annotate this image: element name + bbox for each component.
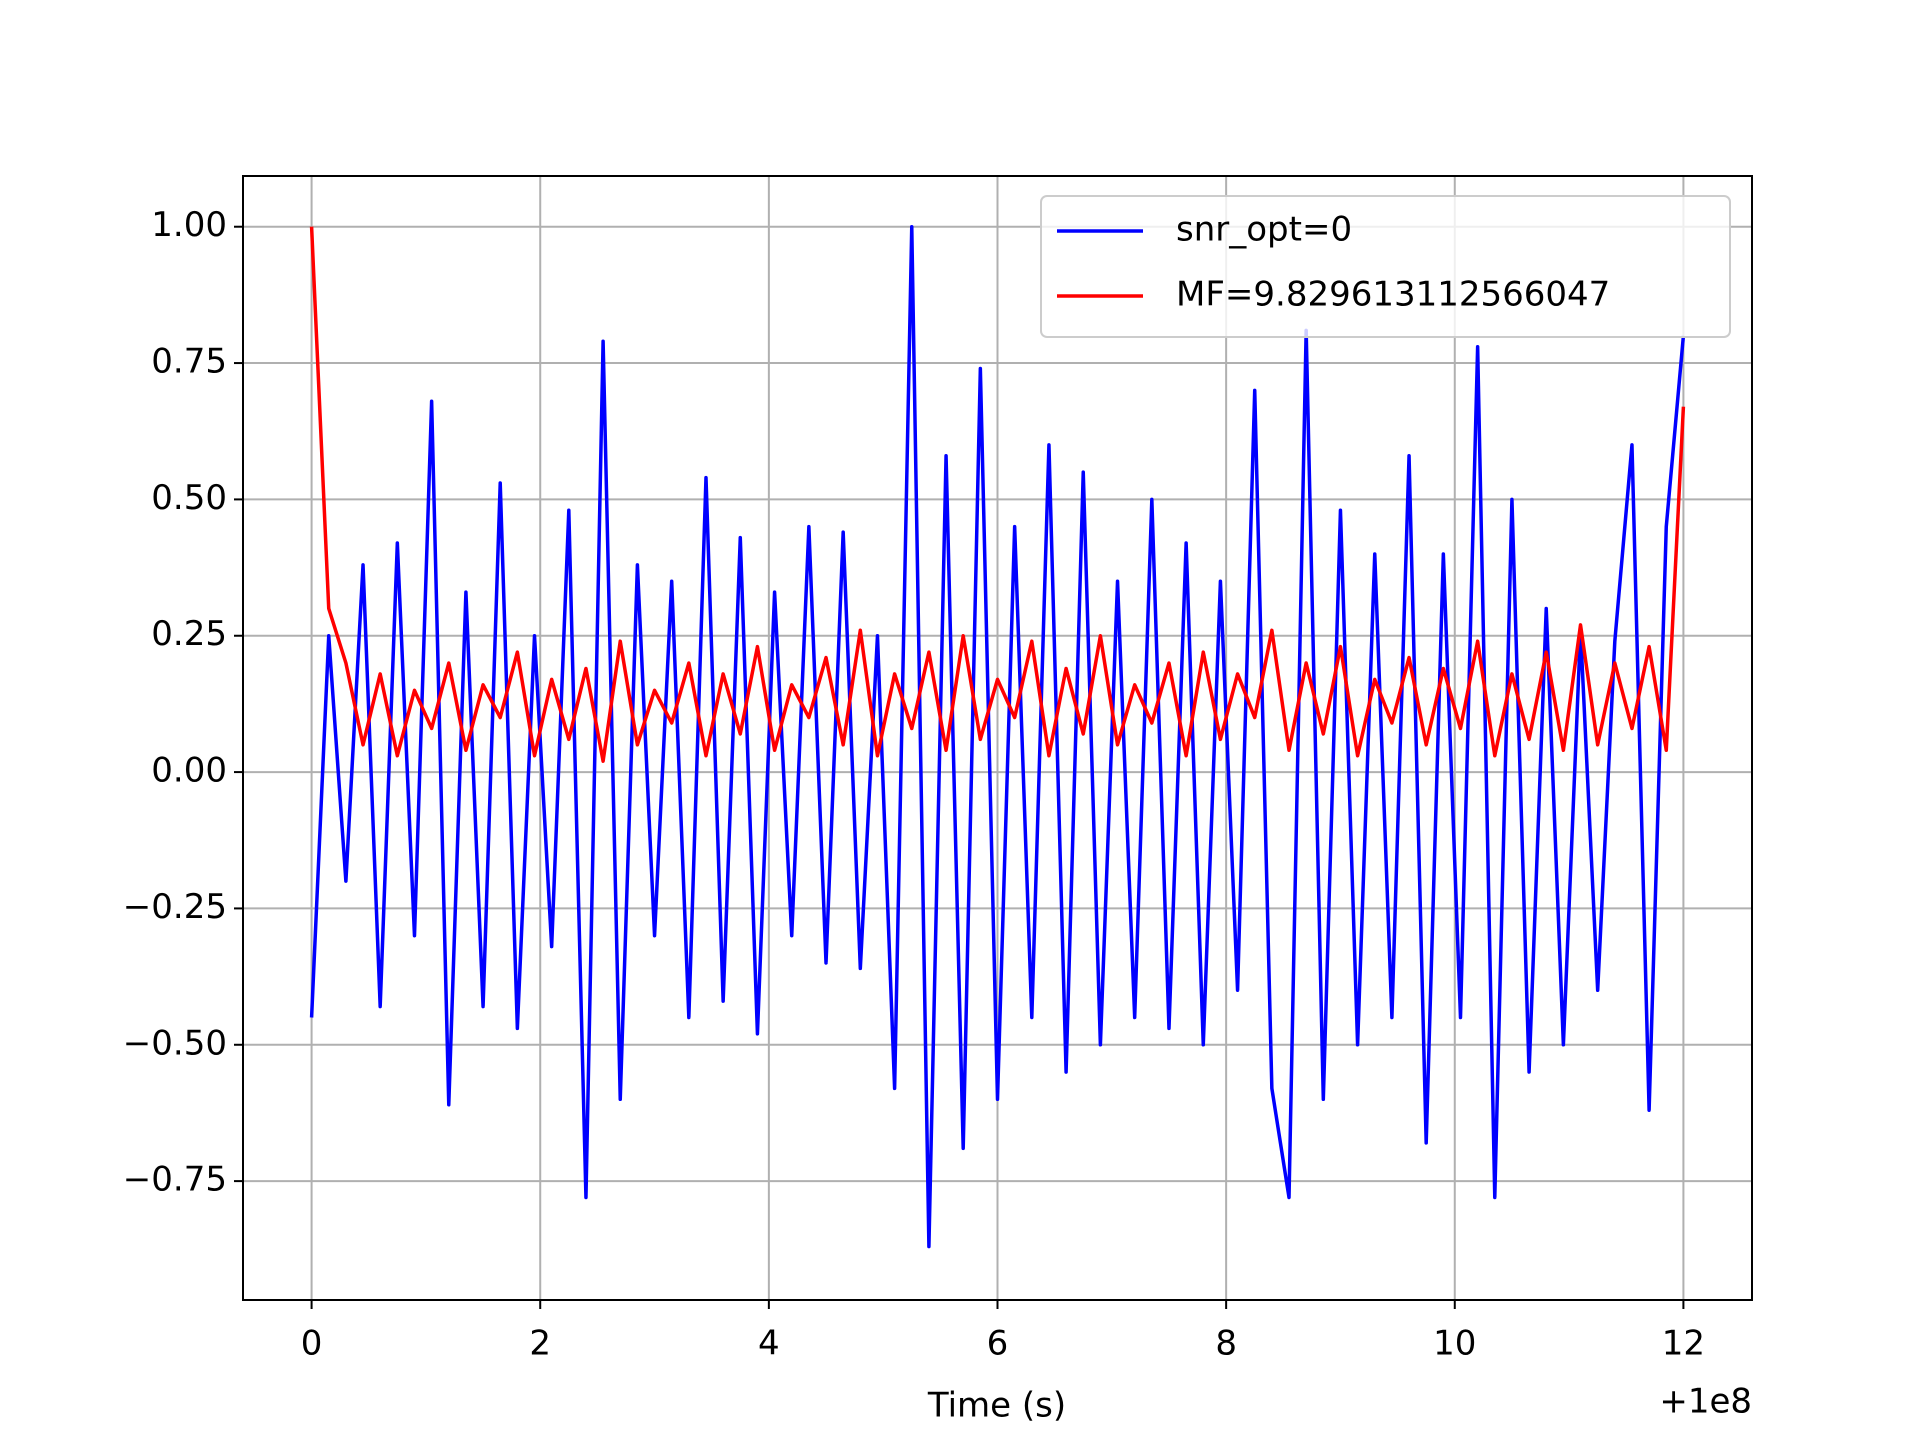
series-line <box>309 226 1686 763</box>
x-tick-label: 12 <box>1662 1324 1705 1364</box>
x-offset-label: +1e8 <box>1659 1382 1752 1422</box>
y-tick-label: 0.25 <box>151 614 227 654</box>
y-tick-label: −0.50 <box>123 1023 227 1063</box>
x-tick-label: 0 <box>301 1324 323 1364</box>
y-tick-label: 0.50 <box>151 478 227 518</box>
x-axis-label: Time (s) <box>927 1386 1066 1426</box>
y-tick-label: −0.75 <box>123 1160 227 1200</box>
ticks: 0 2 4 6 8 10 12 −0.75 −0.50 −0.25 0.00 0.25 0.50 0.75… <box>123 205 1705 1363</box>
series-line <box>309 224 1686 1249</box>
y-tick-label: −0.25 <box>123 887 227 927</box>
legend-label: snr_opt=0 <box>1176 210 1352 250</box>
y-tick-label: 0.00 <box>151 751 227 791</box>
y-tick-label: 1.00 <box>151 205 227 245</box>
legend-label: MF=9.829613112566047 <box>1176 275 1610 315</box>
x-tick-label: 2 <box>529 1324 551 1364</box>
series-lines <box>309 224 1686 1249</box>
x-tick-label: 10 <box>1433 1324 1476 1364</box>
y-tick-label: 0.75 <box>151 342 227 382</box>
legend: snr_opt=0 MF=9.829613112566047 <box>1040 195 1731 338</box>
x-tick-label: 6 <box>987 1324 1009 1364</box>
legend-box <box>1040 195 1731 338</box>
x-tick-label: 8 <box>1215 1324 1237 1364</box>
x-tick-label: 4 <box>758 1324 780 1364</box>
